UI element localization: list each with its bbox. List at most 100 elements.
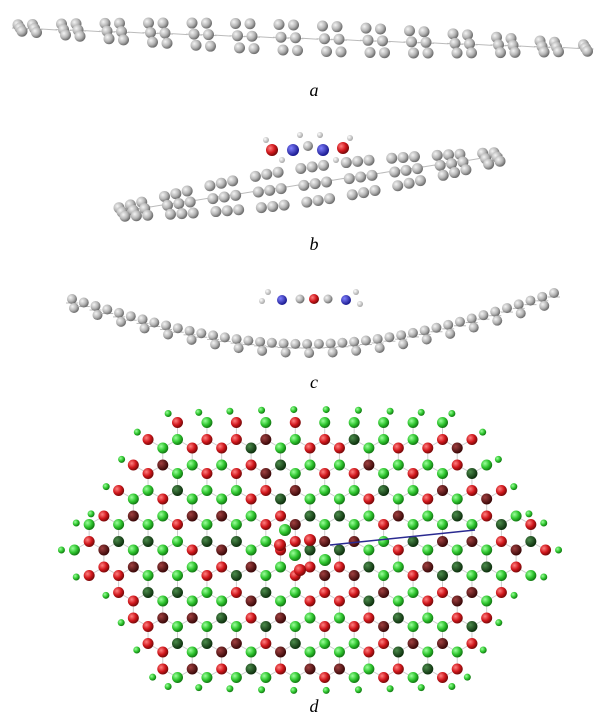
atom [187, 647, 198, 658]
atom [93, 310, 103, 320]
atom [275, 443, 286, 454]
atom [319, 621, 330, 632]
atom [502, 303, 512, 313]
atom [421, 37, 432, 48]
atom [172, 485, 183, 496]
bond [433, 43, 449, 44]
atom [525, 519, 536, 530]
atom [437, 468, 448, 479]
atom [378, 672, 389, 683]
atom [408, 570, 419, 581]
atom [319, 434, 330, 445]
atom [158, 18, 169, 29]
atom [452, 664, 463, 675]
atom [422, 545, 433, 556]
atom [363, 494, 374, 505]
atom [113, 587, 124, 598]
atom [143, 621, 154, 632]
atom [222, 205, 233, 216]
atom [393, 545, 404, 556]
atom [408, 485, 419, 496]
atom [231, 621, 242, 632]
atom [219, 192, 230, 203]
atom [246, 494, 257, 505]
atom [260, 672, 271, 683]
atom [128, 494, 139, 505]
atom [88, 510, 95, 517]
atom [358, 187, 369, 198]
atom [408, 328, 418, 338]
atom [276, 183, 287, 194]
atom [260, 570, 271, 581]
atom [349, 519, 360, 530]
atom [478, 310, 488, 320]
atom [275, 494, 286, 505]
atom [128, 460, 139, 471]
atom [157, 511, 168, 522]
atom [365, 47, 376, 58]
atom [201, 18, 212, 29]
atom [352, 156, 363, 167]
bond [286, 185, 298, 187]
atom [201, 570, 212, 581]
atom [157, 494, 168, 505]
bond [128, 32, 144, 33]
atom [128, 511, 139, 522]
atom [317, 21, 328, 32]
atom [452, 562, 463, 573]
atom [126, 311, 136, 321]
atom [406, 36, 417, 47]
atom [205, 41, 216, 52]
atom [393, 647, 404, 658]
bond [377, 172, 389, 174]
atom [378, 570, 389, 581]
atom [363, 562, 374, 573]
atom [201, 434, 212, 445]
atom [364, 155, 375, 166]
atom [258, 407, 265, 414]
atom [341, 295, 351, 305]
atom [384, 332, 394, 342]
atom [467, 314, 477, 324]
atom [187, 460, 198, 471]
atom [287, 144, 299, 156]
atom [297, 132, 303, 138]
atom [187, 335, 197, 345]
atom [187, 18, 198, 29]
atom [537, 292, 547, 302]
atom [540, 573, 547, 580]
atom [334, 613, 345, 624]
atom [334, 664, 345, 675]
atom [58, 547, 65, 554]
atom [172, 434, 183, 445]
atom [355, 172, 366, 183]
atom [363, 613, 374, 624]
atom [279, 524, 291, 536]
atom [363, 443, 374, 454]
atom [496, 485, 507, 496]
atom [216, 178, 227, 189]
atom [449, 167, 460, 178]
atom [290, 339, 300, 349]
atom [408, 621, 419, 632]
atom [496, 570, 507, 581]
molecules [12, 18, 594, 694]
atom [113, 519, 124, 530]
atom [378, 485, 389, 496]
atom [128, 545, 139, 556]
atom [480, 647, 487, 654]
bond [150, 205, 162, 207]
atom [187, 562, 198, 573]
atom [102, 592, 109, 599]
atom [275, 460, 286, 471]
atom [443, 320, 453, 330]
atom [134, 429, 141, 436]
atom [176, 208, 187, 219]
atom [278, 44, 289, 55]
atom [201, 621, 212, 632]
atom [274, 539, 286, 551]
atom [84, 519, 95, 530]
atom [323, 406, 330, 413]
atom [290, 638, 301, 649]
atom [396, 330, 406, 340]
